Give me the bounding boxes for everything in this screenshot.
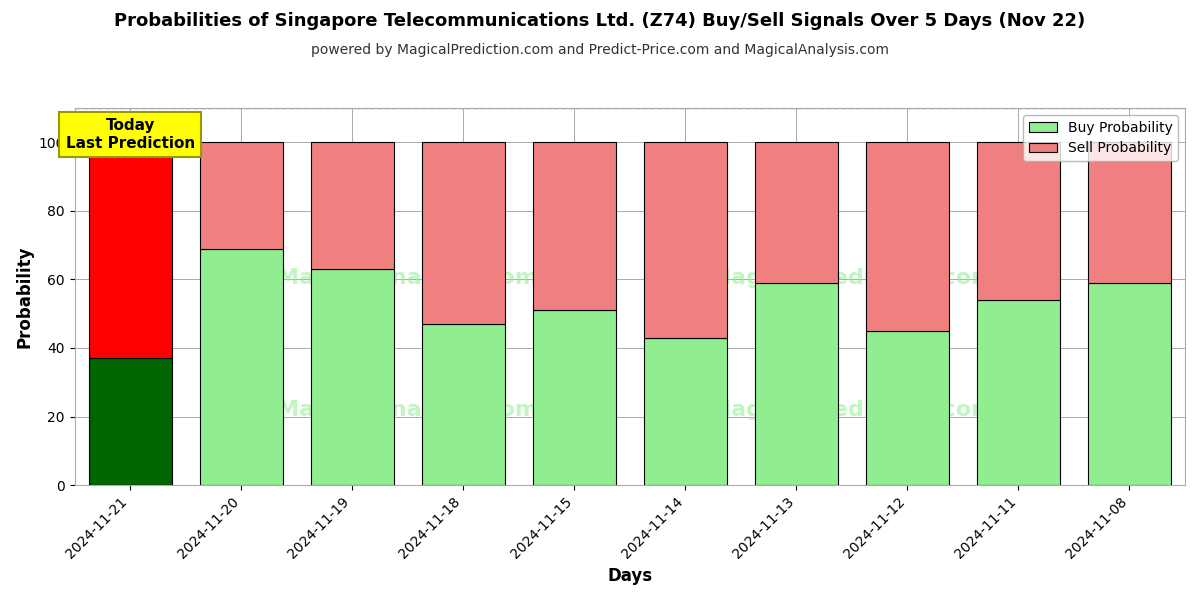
- Bar: [89, 358, 172, 485]
- Bar: [755, 283, 838, 485]
- Text: MagicalPrediction.com: MagicalPrediction.com: [709, 268, 995, 287]
- Bar: [533, 310, 616, 485]
- Bar: [311, 269, 394, 485]
- Bar: [533, 142, 616, 310]
- Bar: [643, 142, 727, 338]
- Bar: [311, 142, 394, 269]
- Text: MagicalPrediction.com: MagicalPrediction.com: [709, 400, 995, 419]
- Y-axis label: Probability: Probability: [16, 245, 34, 348]
- Text: powered by MagicalPrediction.com and Predict-Price.com and MagicalAnalysis.com: powered by MagicalPrediction.com and Pre…: [311, 43, 889, 57]
- X-axis label: Days: Days: [607, 567, 653, 585]
- Bar: [865, 142, 949, 331]
- Bar: [89, 142, 172, 358]
- Legend: Buy Probability, Sell Probability: Buy Probability, Sell Probability: [1024, 115, 1178, 161]
- Bar: [977, 300, 1060, 485]
- Bar: [199, 248, 283, 485]
- Bar: [865, 331, 949, 485]
- Bar: [199, 142, 283, 248]
- Bar: [643, 338, 727, 485]
- Text: Probabilities of Singapore Telecommunications Ltd. (Z74) Buy/Sell Signals Over 5: Probabilities of Singapore Telecommunica…: [114, 12, 1086, 30]
- Bar: [977, 142, 1060, 300]
- Text: MagicalAnalysis.com: MagicalAnalysis.com: [277, 400, 539, 419]
- Bar: [1088, 283, 1171, 485]
- Bar: [421, 324, 505, 485]
- Text: MagicalAnalysis.com: MagicalAnalysis.com: [277, 268, 539, 287]
- Bar: [421, 142, 505, 324]
- Text: Today
Last Prediction: Today Last Prediction: [66, 118, 194, 151]
- Bar: [755, 142, 838, 283]
- Bar: [1088, 142, 1171, 283]
